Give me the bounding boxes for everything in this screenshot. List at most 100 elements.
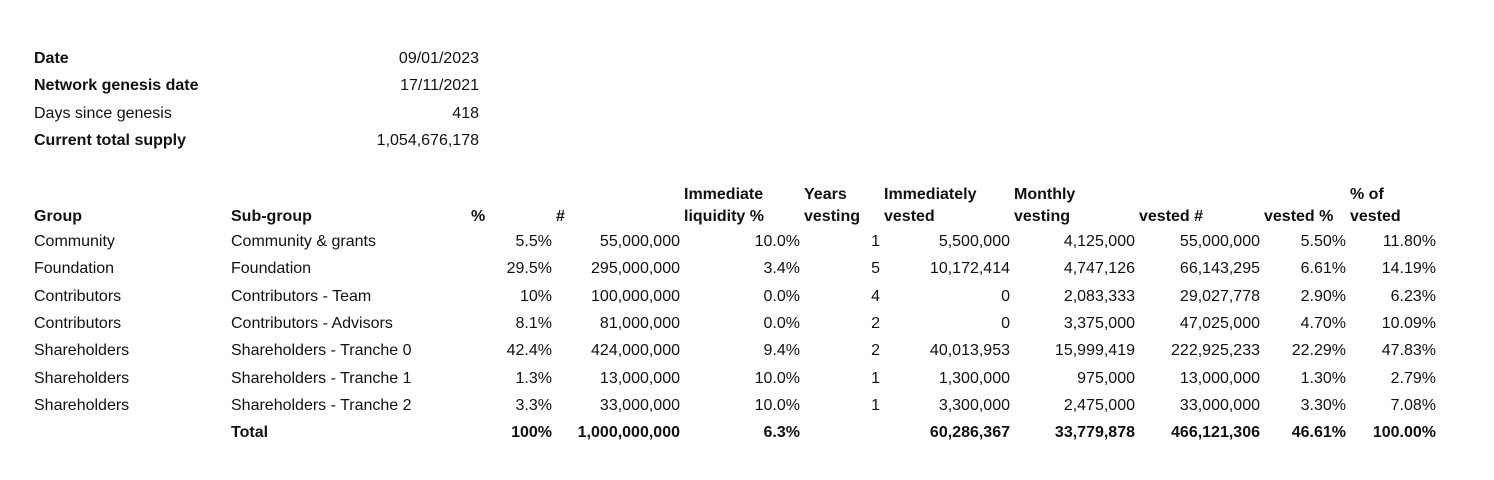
cell-subgroup: Contributors - Advisors [231,315,393,333]
cell-monthly-vesting: 2,083,333 [1063,287,1135,305]
cell-num: 55,000,000 [599,233,680,251]
table-body: Community Community & grants 5.5% 55,000,00… [34,228,1436,446]
cell-monthly-vesting: 4,125,000 [1063,233,1135,251]
cell-vested-pct: 22.29% [1291,342,1346,360]
summary-value: 09/01/2023 [398,50,479,68]
summary-label: Current total supply [34,132,187,150]
cell-subgroup: Shareholders - Tranche 1 [231,369,412,387]
cell-pct: 8.1% [515,315,552,333]
summary-row: Current total supply 1,054,676,178 [34,127,479,154]
cell-num: 100,000,000 [591,287,680,305]
cell-immediate-liquidity: 10.0% [754,396,800,414]
summary-table: Date 09/01/2023 Network genesis date 17/11/… [34,45,479,154]
cell-immediate-liquidity: 0.0% [763,287,800,305]
cell-pct-of-vested: 14.19% [1381,260,1436,278]
cell-num: 424,000,000 [591,342,680,360]
cell-pct: 1.3% [515,369,552,387]
table-row: Community Community & grants 5.5% 55,000,00… [34,228,1436,255]
header-row: Group Sub-group % # Immediate liquidity … [34,180,1436,228]
cell-vested-pct: 2.90% [1300,287,1346,305]
cell-num: 1,000,000,000 [577,424,680,442]
header-immediately-vested: Immediately vested [884,186,977,225]
cell-immediate-liquidity: 9.4% [763,342,800,360]
summary-label: Network genesis date [34,77,199,95]
cell-vested-pct: 6.61% [1300,260,1346,278]
allocation-table: Group Sub-group % # Immediate liquidity … [34,180,1436,446]
cell-pct-of-vested: 100.00% [1372,424,1436,442]
cell-immediate-liquidity: 10.0% [754,233,800,251]
cell-num: 295,000,000 [591,260,680,278]
table-row: Contributors Contributors - Team 10% 100,00… [34,283,1436,310]
cell-vested-pct: 46.61% [1291,424,1346,442]
cell-pct-of-vested: 2.79% [1390,369,1436,387]
cell-years-vesting: 1 [871,396,880,414]
cell-monthly-vesting: 15,999,419 [1054,342,1135,360]
cell-immediate-liquidity: 10.0% [754,369,800,387]
summary-value: 1,054,676,178 [376,132,479,150]
cell-subgroup: Contributors - Team [231,287,372,305]
cell-monthly-vesting: 4,747,126 [1063,260,1135,278]
cell-years-vesting: 4 [871,287,880,305]
cell-subgroup: Shareholders - Tranche 0 [231,342,412,360]
header-num: # [556,208,565,225]
cell-subgroup: Foundation [231,260,312,278]
header-pct-of-vested: % of vested [1350,186,1401,225]
cell-vested-pct: 4.70% [1300,315,1346,333]
summary-row: Network genesis date 17/11/2021 [34,72,479,99]
summary-value: 418 [452,104,479,122]
summary-value: 17/11/2021 [400,77,479,95]
cell-vested-num: 466,121,306 [1171,424,1260,442]
cell-monthly-vesting: 33,779,878 [1054,424,1135,442]
header-vested-num: vested # [1139,208,1204,225]
cell-immediate-liquidity: 0.0% [763,315,800,333]
cell-vested-num: 29,027,778 [1179,287,1260,305]
cell-pct: 42.4% [506,342,552,360]
total-row: Total 100% 1,000,000,000 6.3% 60,286,367 33,7… [34,419,1436,446]
cell-group: Community [34,233,115,251]
table-row: Contributors Contributors - Advisors 8.1% 8… [34,310,1436,337]
cell-pct: 29.5% [506,260,552,278]
cell-years-vesting: 5 [871,260,880,278]
cell-years-vesting: 2 [871,315,880,333]
cell-immediately-vested: 40,013,953 [929,342,1010,360]
cell-pct: 3.3% [515,396,552,414]
cell-vested-pct: 3.30% [1300,396,1346,414]
cell-vested-num: 55,000,000 [1179,233,1260,251]
cell-group [34,419,231,446]
table-row: Foundation Foundation 29.5% 295,000,000 3.4%… [34,255,1436,282]
table-row: Shareholders Shareholders - Tranche 1 1.3%… [34,364,1436,391]
cell-monthly-vesting: 3,375,000 [1063,315,1135,333]
cell-pct: 5.5% [515,233,552,251]
summary-row: Date 09/01/2023 [34,45,479,72]
cell-group: Shareholders [34,396,130,414]
cell-group: Shareholders [34,342,130,360]
cell-pct: 100% [511,424,552,442]
cell-vested-num: 13,000,000 [1179,369,1260,387]
cell-subgroup: Total [231,424,269,442]
header-subgroup: Sub-group [231,208,312,225]
cell-pct-of-vested: 7.08% [1390,396,1436,414]
cell-vested-num: 222,925,233 [1171,342,1260,360]
cell-monthly-vesting: 2,475,000 [1063,396,1135,414]
cell-vested-pct: 5.50% [1300,233,1346,251]
cell-num: 81,000,000 [599,315,680,333]
summary-label: Date [34,50,69,68]
cell-vested-num: 66,143,295 [1179,260,1260,278]
cell-immediately-vested: 5,500,000 [938,233,1010,251]
cell-immediately-vested: 1,300,000 [938,369,1010,387]
cell-num: 13,000,000 [599,369,680,387]
cell-pct-of-vested: 47.83% [1381,342,1436,360]
cell-immediately-vested: 10,172,414 [929,260,1010,278]
table-row: Shareholders Shareholders - Tranche 2 3.3%… [34,392,1436,419]
cell-immediately-vested: 0 [1001,287,1010,305]
cell-group: Shareholders [34,369,130,387]
cell-immediately-vested: 3,300,000 [938,396,1010,414]
table-header: Group Sub-group % # Immediate liquidity … [34,180,1436,228]
cell-group: Contributors [34,287,122,305]
cell-vested-pct: 1.30% [1300,369,1346,387]
cell-years-vesting: 2 [871,342,880,360]
cell-vested-num: 33,000,000 [1179,396,1260,414]
cell-subgroup: Community & grants [231,233,376,251]
summary-body: Date 09/01/2023 Network genesis date 17/11/… [34,45,479,154]
cell-years-vesting [800,419,880,446]
